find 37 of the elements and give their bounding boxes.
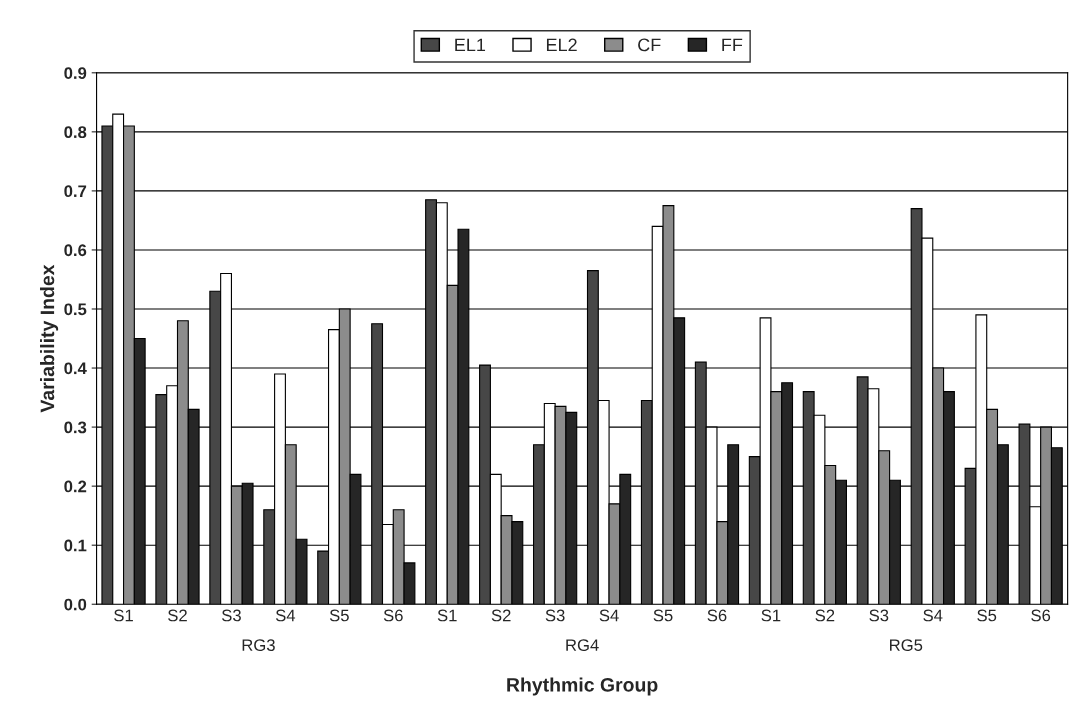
text: RG3 bbox=[242, 639, 275, 652]
y-tick-label: 0.6 bbox=[64, 244, 87, 257]
x-tick-label: S4 bbox=[275, 609, 296, 622]
legend-label: EL2 bbox=[546, 38, 577, 52]
y-tick-label: 0.8 bbox=[64, 126, 87, 139]
y-tick-label: 0.3 bbox=[64, 421, 87, 434]
x-tick-label: S3 bbox=[545, 609, 565, 622]
legend-label: FF bbox=[722, 38, 743, 52]
x-tick-label: S1 bbox=[437, 609, 457, 622]
x-tick-label: S5 bbox=[653, 609, 673, 622]
x-tick-label: S1 bbox=[761, 609, 781, 622]
x-tick-label: S3 bbox=[869, 609, 889, 622]
x-tick-label: S6 bbox=[1031, 609, 1051, 622]
x-tick-label: S6 bbox=[383, 609, 403, 622]
y-tick-label: 0.2 bbox=[64, 480, 87, 493]
text: RG5 bbox=[890, 639, 923, 652]
legend-label: EL1 bbox=[455, 38, 486, 52]
x-tick-label: S3 bbox=[222, 609, 241, 622]
x-tick-label: S5 bbox=[977, 609, 997, 622]
y-axis-title: Variability Index bbox=[40, 264, 59, 413]
y-tick-label: 0.9 bbox=[64, 67, 87, 79]
y-tick-label: 0.7 bbox=[64, 185, 87, 198]
y-tick-label: 0.4 bbox=[64, 362, 87, 375]
text: RG4 bbox=[566, 639, 599, 652]
x-tick-label: S5 bbox=[329, 609, 349, 622]
x-axis-title: Rhythmic Group bbox=[507, 677, 658, 696]
y-tick-label: 0.1 bbox=[64, 539, 87, 552]
x-tick-label: S2 bbox=[168, 609, 187, 622]
x-tick-label: S4 bbox=[923, 609, 943, 622]
y-tick-label: 0.0 bbox=[64, 598, 87, 611]
x-tick-label: S6 bbox=[707, 609, 727, 622]
x-tick-label: S2 bbox=[815, 609, 835, 622]
legend-label: CF bbox=[638, 38, 661, 52]
x-tick-label: S4 bbox=[599, 609, 619, 622]
x-tick-label: S2 bbox=[491, 609, 511, 622]
y-tick-label: 0.5 bbox=[64, 303, 87, 316]
x-tick-label: S1 bbox=[114, 609, 133, 622]
